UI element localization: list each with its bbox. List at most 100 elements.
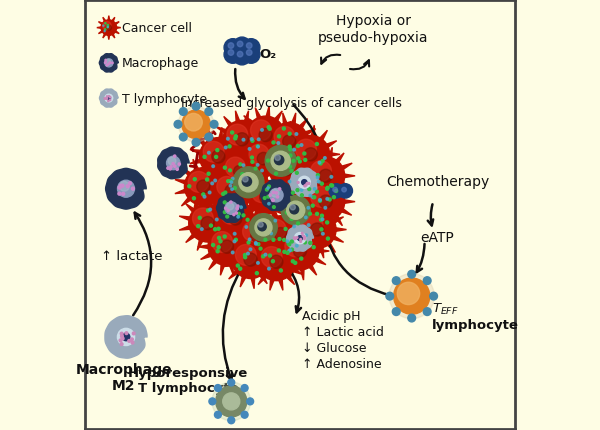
Circle shape: [311, 224, 324, 236]
Circle shape: [319, 196, 332, 209]
Polygon shape: [175, 180, 187, 185]
Polygon shape: [271, 154, 280, 165]
Circle shape: [333, 188, 337, 193]
Polygon shape: [328, 148, 332, 160]
Circle shape: [106, 97, 107, 98]
Polygon shape: [243, 231, 251, 242]
Polygon shape: [287, 186, 291, 198]
Circle shape: [120, 343, 123, 346]
Polygon shape: [259, 273, 267, 284]
Polygon shape: [220, 218, 225, 231]
Circle shape: [122, 333, 130, 341]
Polygon shape: [196, 138, 207, 147]
Polygon shape: [250, 267, 262, 275]
Circle shape: [245, 141, 281, 177]
Circle shape: [287, 212, 290, 215]
Circle shape: [266, 160, 269, 163]
Polygon shape: [335, 188, 344, 199]
Polygon shape: [98, 22, 103, 26]
Polygon shape: [181, 168, 192, 178]
Polygon shape: [217, 194, 246, 223]
Polygon shape: [215, 228, 225, 238]
Polygon shape: [220, 185, 233, 189]
Circle shape: [244, 253, 257, 267]
Circle shape: [223, 121, 261, 159]
Circle shape: [239, 163, 242, 166]
Polygon shape: [250, 249, 262, 257]
Polygon shape: [296, 175, 309, 178]
Polygon shape: [313, 167, 322, 178]
Circle shape: [397, 283, 419, 305]
Polygon shape: [328, 192, 332, 205]
Circle shape: [105, 62, 107, 63]
Circle shape: [210, 121, 218, 129]
Polygon shape: [215, 127, 227, 135]
Circle shape: [251, 157, 253, 160]
Circle shape: [232, 178, 234, 181]
Polygon shape: [229, 234, 241, 238]
Polygon shape: [221, 166, 227, 177]
Polygon shape: [278, 232, 289, 242]
Circle shape: [318, 162, 321, 165]
Polygon shape: [264, 213, 268, 224]
Circle shape: [283, 251, 286, 254]
Polygon shape: [294, 240, 305, 247]
Circle shape: [168, 158, 176, 166]
Circle shape: [106, 65, 107, 67]
Text: Hyporesponsive
T lymphocyte: Hyporesponsive T lymphocyte: [128, 366, 248, 394]
Polygon shape: [316, 175, 322, 187]
Circle shape: [217, 246, 220, 249]
Polygon shape: [293, 260, 305, 264]
Polygon shape: [340, 164, 352, 171]
Circle shape: [170, 166, 172, 169]
Polygon shape: [326, 242, 335, 253]
Polygon shape: [196, 167, 207, 177]
Circle shape: [121, 338, 124, 340]
Circle shape: [266, 220, 286, 240]
Circle shape: [335, 190, 338, 193]
Polygon shape: [236, 153, 248, 157]
Polygon shape: [290, 267, 296, 279]
Circle shape: [237, 52, 243, 58]
Circle shape: [286, 212, 288, 215]
Polygon shape: [314, 258, 326, 265]
Polygon shape: [291, 267, 303, 275]
Circle shape: [230, 202, 232, 204]
Polygon shape: [279, 194, 290, 201]
Polygon shape: [343, 200, 355, 204]
Circle shape: [112, 63, 113, 64]
Text: Hypoxia or
pseudo-hypoxia: Hypoxia or pseudo-hypoxia: [318, 14, 428, 45]
Polygon shape: [313, 201, 322, 211]
Circle shape: [244, 256, 247, 259]
Circle shape: [209, 398, 216, 405]
Polygon shape: [224, 152, 233, 163]
Polygon shape: [287, 142, 291, 154]
Polygon shape: [197, 196, 203, 209]
Text: $T_{EFF}$
lymphocyte: $T_{EFF}$ lymphocyte: [433, 301, 519, 331]
Circle shape: [208, 152, 210, 155]
Circle shape: [290, 240, 293, 243]
Circle shape: [107, 64, 109, 66]
Polygon shape: [229, 218, 233, 231]
Polygon shape: [209, 224, 218, 235]
Polygon shape: [106, 169, 146, 209]
Polygon shape: [290, 224, 296, 236]
Polygon shape: [103, 18, 106, 23]
Polygon shape: [334, 178, 343, 190]
Circle shape: [229, 213, 242, 226]
Circle shape: [119, 182, 129, 192]
Polygon shape: [240, 275, 247, 287]
Polygon shape: [208, 240, 212, 252]
Circle shape: [229, 185, 232, 187]
Circle shape: [105, 60, 106, 61]
Circle shape: [269, 194, 271, 197]
Circle shape: [203, 196, 206, 199]
Polygon shape: [98, 31, 103, 34]
Polygon shape: [217, 193, 229, 201]
Circle shape: [226, 215, 229, 218]
Polygon shape: [319, 148, 324, 160]
Polygon shape: [271, 172, 280, 182]
Polygon shape: [319, 246, 324, 258]
Polygon shape: [239, 215, 248, 225]
Circle shape: [188, 172, 209, 193]
